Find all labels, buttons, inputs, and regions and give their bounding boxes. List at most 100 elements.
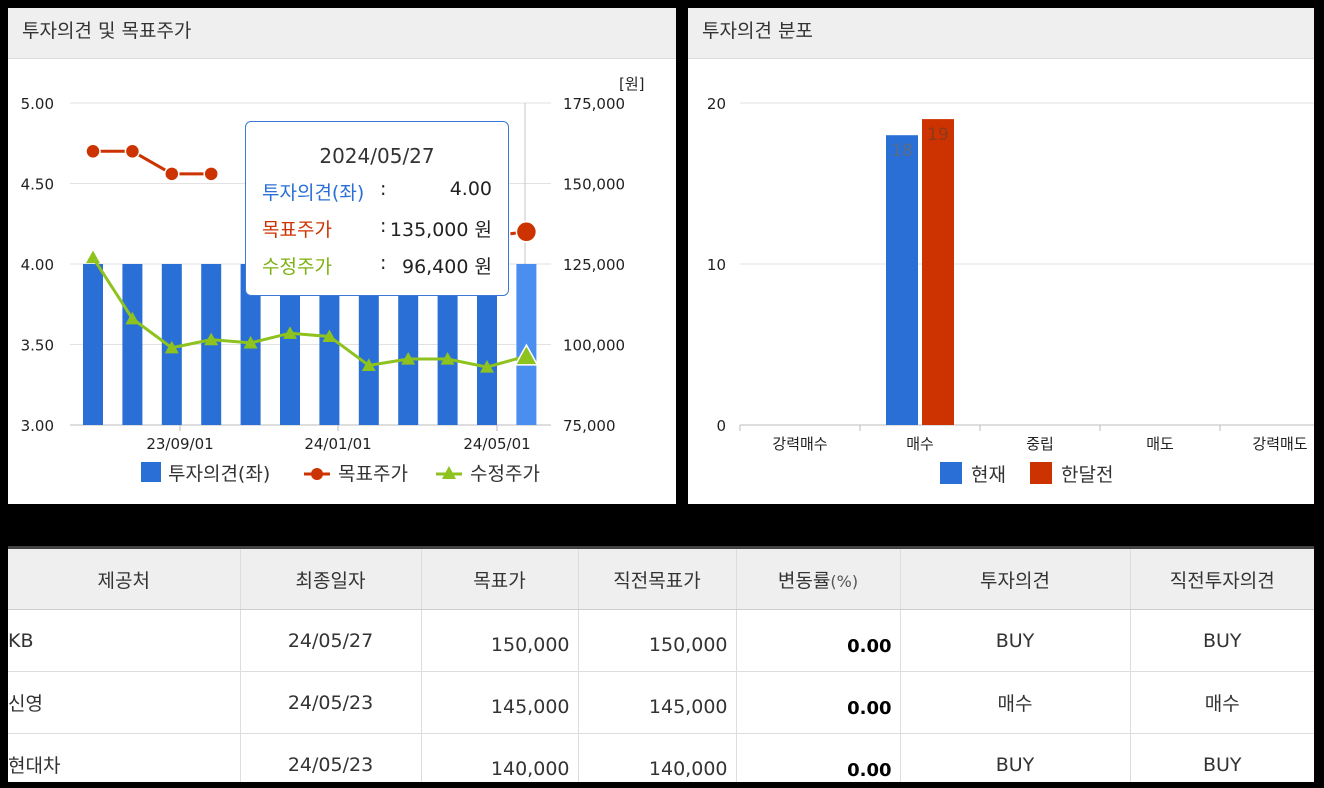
adjusted-price-point [243, 335, 258, 349]
legend-label-adjusted: 수정주가 [470, 463, 540, 485]
tooltip-row-separator: : [380, 252, 387, 274]
cell-target: 150,000 [421, 609, 579, 672]
right-chart-legend: 현재 한달전 [940, 462, 1113, 486]
table-row: 신영 24/05/23 145,000 145,000 0.00 매수 매수 [8, 671, 1314, 734]
adjusted-price-point [401, 351, 416, 365]
left-axis-tick-label: 4.00 [21, 256, 54, 274]
adjusted-price-point [322, 329, 337, 343]
adjusted-price-line [91, 256, 527, 369]
right-axis-tick-label: 175,000 [563, 95, 625, 113]
distribution-bar [886, 135, 918, 425]
opinion-bar [398, 264, 419, 425]
cell-target: 140,000 [421, 733, 579, 782]
tooltip-row-value: 96,400 원 [401, 256, 492, 278]
target-price-point [203, 166, 219, 182]
cell-opinion: BUY [900, 609, 1131, 672]
x-axis-category-label: 강력매수 [772, 435, 827, 453]
distribution-bar [922, 119, 954, 425]
header-prev-opinion[interactable]: 직전투자의견 [1130, 547, 1314, 610]
distribution-bar-label: 18 [891, 141, 913, 161]
cell-prev-opinion: BUY [1130, 733, 1314, 782]
legend-label-month-ago: 한달전 [1061, 464, 1113, 486]
adjusted-price-point [86, 250, 100, 264]
header-change-rate-unit: (%) [830, 571, 859, 591]
adjusted-price-point [361, 358, 376, 372]
x-axis-category-label: 중립 [1026, 435, 1054, 453]
right-chart-panel: 투자의견 분포 20 10 0 강력매수 매수 중립 매도 강력매도 18 19 현재 한달전 [688, 8, 1314, 504]
x-axis-category-label: 매도 [1146, 435, 1174, 453]
opinion-bar [83, 264, 103, 425]
left-axis-tick-label: 5.00 [21, 95, 54, 113]
opinion-bar [437, 264, 458, 425]
header-opinion[interactable]: 투자의견 [900, 547, 1131, 610]
y-axis-tick-label: 10 [707, 256, 726, 274]
target-price-point [85, 143, 101, 160]
cell-change: 0.00 [736, 609, 901, 672]
cell-date: 24/05/27 [240, 609, 422, 672]
left-panel-header: 투자의견 및 목표주가 [8, 8, 676, 59]
right-axis-tick-label: 125,000 [563, 256, 625, 274]
adjusted-price-point [514, 343, 539, 366]
left-chart-panel: 투자의견 및 목표주가 5.00 4.50 4.00 3.50 3.00 175,000 1… [8, 8, 676, 504]
target-price-point [515, 221, 538, 243]
legend-label-target: 목표주가 [338, 463, 408, 485]
x-axis-tick-label: 23/09/01 [146, 435, 213, 453]
right-axis-tick-label: 100,000 [563, 337, 625, 355]
opinion-bar [280, 264, 300, 425]
left-chart-legend: 투자의견(좌) 목표주가 수정주가 [141, 462, 540, 485]
tooltip-row-label: 수정주가 [262, 256, 332, 278]
tooltip-row-separator: : [380, 178, 387, 200]
right-axis-tick-label: 75,000 [563, 417, 616, 435]
header-prev-target-price[interactable]: 직전목표가 [578, 547, 737, 610]
adjusted-price-point [480, 360, 494, 373]
legend-swatch-month-ago [1030, 462, 1052, 484]
header-last-date[interactable]: 최종일자 [240, 547, 422, 610]
table-header-row: 제공처 최종일자 목표가 직전목표가 변동률(%) 투자의견 직전투자의견 [8, 547, 1314, 610]
cell-prev-target: 150,000 [578, 609, 737, 672]
tooltip-row-label: 목표주가 [262, 219, 332, 241]
tooltip-row-label: 투자의견(좌) [262, 182, 365, 204]
legend-swatch-adjusted-marker [442, 466, 456, 479]
opinion-target-price-chart: 5.00 4.50 4.00 3.50 3.00 175,000 150,000 125,00… [21, 75, 645, 485]
cell-date: 24/05/23 [240, 733, 422, 782]
adjusted-price-point [164, 340, 179, 354]
cell-opinion: BUY [900, 733, 1131, 782]
tooltip-date: 2024/05/27 [319, 144, 435, 168]
cell-change: 0.00 [736, 671, 901, 734]
right-panel-header: 투자의견 분포 [688, 8, 1314, 59]
left-axis-tick-label: 3.50 [21, 337, 54, 355]
y-axis-tick-label: 20 [707, 95, 726, 113]
opinion-bar [319, 264, 340, 425]
cell-opinion: 매수 [900, 671, 1131, 734]
adjusted-price-point [125, 311, 140, 325]
opinion-bar [122, 264, 143, 425]
adjusted-price-point [283, 326, 297, 339]
cell-provider: 신영 [8, 671, 241, 734]
y-axis-tick-label: 0 [716, 417, 726, 435]
right-axis-tick-label: 150,000 [563, 176, 625, 194]
target-price-point [124, 143, 141, 160]
cell-prev-target: 140,000 [578, 733, 737, 782]
adjusted-price-point [440, 351, 455, 365]
header-change-rate[interactable]: 변동률(%) [736, 547, 901, 610]
tooltip-row-value: 135,000 원 [389, 219, 492, 241]
left-axis-tick-label: 3.00 [21, 417, 54, 435]
opinion-bar [477, 264, 497, 425]
header-change-rate-label: 변동률 [777, 569, 831, 592]
tooltip-row-value: 4.00 [449, 178, 492, 200]
x-axis-tick-label: 24/05/01 [463, 435, 530, 453]
cell-prev-opinion: BUY [1130, 609, 1314, 672]
legend-label-current: 현재 [971, 464, 1006, 486]
right-axis-unit: [원] [619, 75, 645, 93]
header-provider[interactable]: 제공처 [8, 547, 241, 610]
legend-swatch-current [940, 462, 962, 484]
cell-target: 145,000 [421, 671, 579, 734]
legend-label-opinion: 투자의견(좌) [168, 463, 270, 485]
table-row: 현대차 24/05/23 140,000 140,000 0.00 BUY BU… [8, 733, 1314, 782]
target-price-line [93, 149, 212, 176]
opinion-bar [358, 264, 379, 425]
cell-prev-opinion: 매수 [1130, 671, 1314, 734]
header-target-price[interactable]: 목표가 [421, 547, 579, 610]
target-price-point [164, 166, 180, 182]
